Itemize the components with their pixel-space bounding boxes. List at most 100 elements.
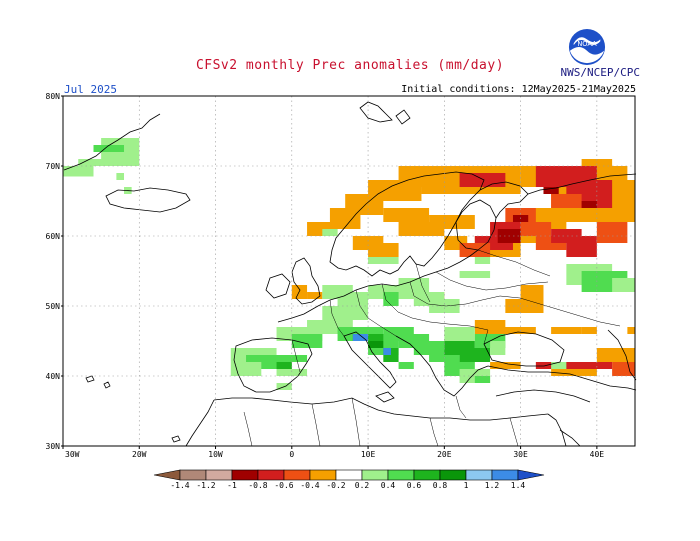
lon-label-7: 40E bbox=[590, 450, 605, 459]
logo-text: NOAA bbox=[577, 40, 597, 48]
lat-label-0: 80N bbox=[46, 92, 61, 101]
anomaly-cell bbox=[337, 292, 369, 306]
colorbar-swatch bbox=[257, 469, 285, 481]
colorbar-swatch bbox=[283, 469, 311, 481]
chart-title: CFSv2 monthly Prec anomalies (mm/day) bbox=[195, 58, 505, 73]
anomaly-cell bbox=[383, 348, 391, 355]
anomaly-cell bbox=[581, 159, 613, 166]
coast-anatolia bbox=[487, 365, 637, 391]
border-3 bbox=[381, 283, 489, 345]
anomaly-cell bbox=[566, 236, 597, 257]
anomaly-cell bbox=[368, 243, 399, 257]
border-10 bbox=[243, 397, 519, 447]
border-5 bbox=[435, 271, 549, 291]
lat-label-3: 50N bbox=[46, 302, 61, 311]
border-6 bbox=[477, 249, 551, 277]
coast-balkans bbox=[395, 335, 489, 397]
anomaly-cell bbox=[322, 306, 369, 320]
anomaly-cells bbox=[63, 138, 635, 390]
lon-label-6: 30E bbox=[513, 450, 528, 459]
coast-russia-north bbox=[527, 173, 637, 195]
anomaly-cell bbox=[474, 376, 491, 383]
colorbar-swatch bbox=[491, 469, 519, 481]
anomaly-cell bbox=[459, 243, 491, 257]
anomaly-cell bbox=[612, 194, 635, 222]
logo-gull bbox=[573, 37, 601, 46]
anomaly-cell bbox=[352, 334, 399, 341]
colorbar-swatch bbox=[387, 469, 415, 481]
lat-label-1: 70N bbox=[46, 162, 61, 171]
anomaly-cell bbox=[429, 215, 475, 229]
anomaly-cell bbox=[543, 187, 559, 194]
colorbar-label: -0.6 bbox=[274, 481, 293, 490]
colorbar-swatch bbox=[465, 469, 493, 481]
border-4 bbox=[409, 281, 621, 327]
anomaly-cell bbox=[596, 222, 628, 243]
border-7 bbox=[415, 263, 431, 303]
anomaly-cell bbox=[566, 180, 613, 194]
coast-ireland bbox=[265, 273, 291, 299]
colorbar-swatch bbox=[413, 469, 441, 481]
coast-britain bbox=[291, 257, 321, 305]
anomaly-cell bbox=[276, 362, 292, 369]
anomaly-cell bbox=[291, 334, 323, 348]
country-borders bbox=[243, 249, 621, 447]
anomaly-cell bbox=[307, 292, 323, 299]
coast-north-africa bbox=[213, 397, 549, 421]
coast-greenland bbox=[63, 113, 161, 171]
colorbar-swatch bbox=[335, 469, 363, 481]
lon-label-3: 0 bbox=[289, 450, 294, 459]
anomaly-cell bbox=[398, 278, 430, 292]
colorbar-left-arrow bbox=[153, 469, 181, 481]
lat-label-4: 40N bbox=[46, 372, 61, 381]
colorbar-label: -0.8 bbox=[248, 481, 267, 490]
lat-tick-labels: 80N 70N 60N 50N 40N 30N bbox=[46, 92, 63, 451]
coast-scandinavia bbox=[329, 171, 485, 277]
coast-italy bbox=[343, 331, 397, 403]
anomaly-cell bbox=[93, 145, 125, 152]
agency-label: NWS/NCEP/CPC bbox=[560, 66, 640, 79]
anomaly-cell bbox=[474, 257, 491, 264]
anomaly-cell bbox=[78, 159, 140, 166]
border-8 bbox=[455, 395, 467, 419]
colorbar-label: 0.2 bbox=[355, 481, 370, 490]
logo-wave bbox=[569, 47, 605, 64]
colorbar-swatch bbox=[361, 469, 389, 481]
coast-finland bbox=[455, 199, 497, 251]
colorbar-label: -1.4 bbox=[170, 481, 189, 490]
colorbar-swatch bbox=[231, 469, 259, 481]
anomaly-cell bbox=[398, 362, 414, 369]
lat-label-5: 30N bbox=[46, 442, 61, 451]
coast-levant bbox=[547, 413, 567, 447]
initial-conditions-label: Initial conditions: 12May2025-21May2025 bbox=[401, 84, 636, 95]
anomaly-cell bbox=[490, 362, 521, 369]
coast-black-sea bbox=[483, 331, 565, 367]
coast-anatolia-south bbox=[495, 389, 591, 403]
anomaly-cell bbox=[261, 355, 308, 362]
colorbar-swatch bbox=[309, 469, 337, 481]
anomaly-cell bbox=[596, 348, 635, 362]
colorbar-label: 1 bbox=[464, 481, 469, 490]
coast-canary bbox=[171, 435, 181, 443]
anomaly-cell bbox=[383, 208, 430, 222]
colorbar-swatch bbox=[205, 469, 233, 481]
anomaly-cell bbox=[520, 222, 552, 236]
anomaly-cell bbox=[444, 327, 475, 341]
coast-caspian bbox=[607, 329, 637, 381]
lon-label-2: 10W bbox=[208, 450, 223, 459]
lon-label-4: 10E bbox=[361, 450, 376, 459]
colorbar-label: -1.2 bbox=[196, 481, 215, 490]
anomaly-cell bbox=[459, 348, 491, 362]
anomaly-cell bbox=[505, 299, 544, 313]
colorbar-swatch bbox=[179, 469, 207, 481]
anomaly-cell bbox=[383, 292, 399, 306]
border-1 bbox=[329, 299, 345, 337]
anomaly-cell bbox=[581, 327, 597, 334]
colorbar-label: 1.2 bbox=[485, 481, 500, 490]
colorbar-label: -1 bbox=[227, 481, 237, 490]
anomaly-cell bbox=[368, 341, 384, 348]
anomaly-cell bbox=[322, 229, 338, 236]
colorbar-label: 0.4 bbox=[381, 481, 396, 490]
anomaly-cell bbox=[612, 278, 635, 292]
